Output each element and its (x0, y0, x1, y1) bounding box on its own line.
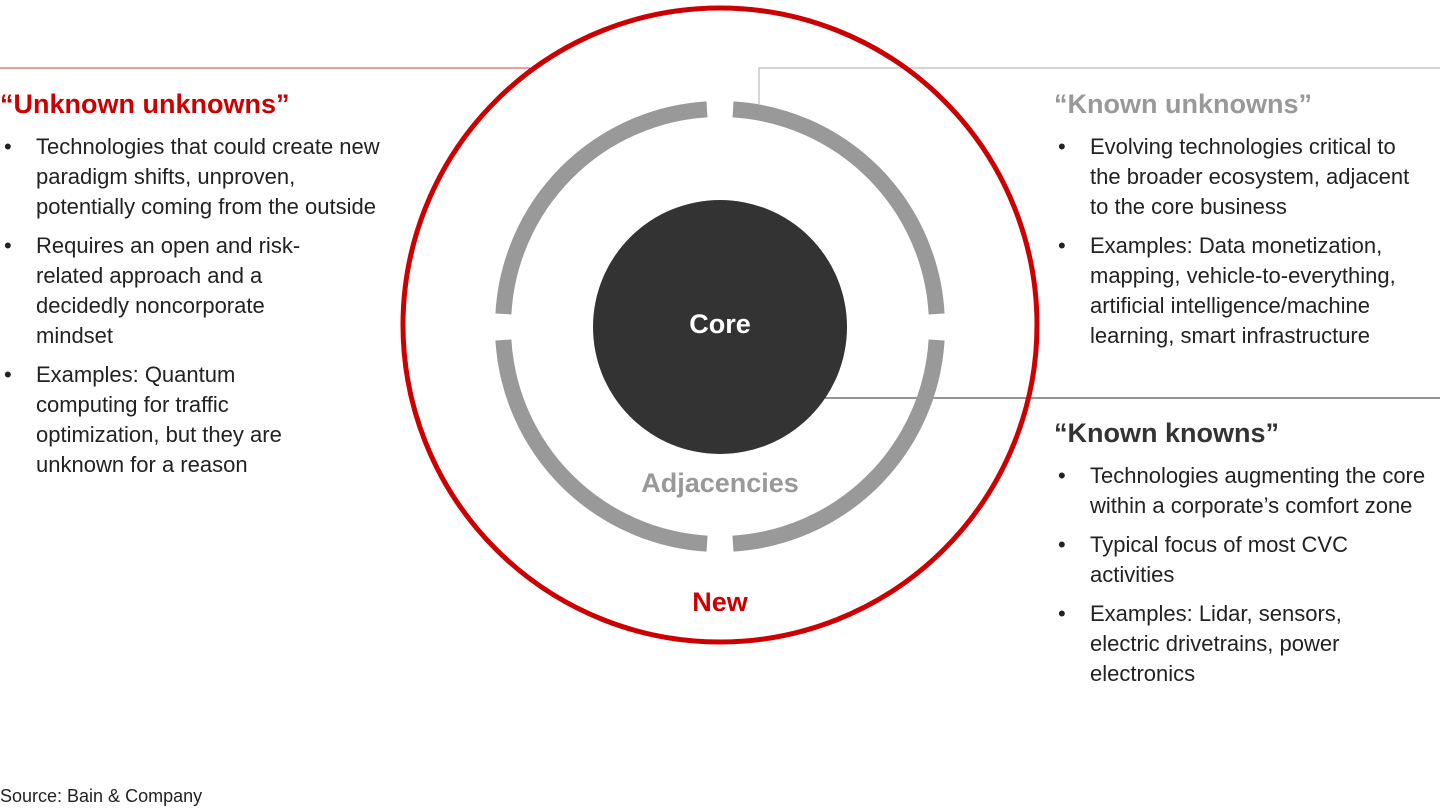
bullet: Evolving technologies critical to the br… (1054, 132, 1430, 222)
adjacencies-ring (495, 101, 945, 552)
source-note: Source: Bain & Company (0, 786, 203, 806)
core-circle (593, 200, 847, 454)
unknown-unknowns-title: “Unknown unknowns” (0, 89, 290, 119)
unknown-unknowns-block: “Unknown unknowns” Technologies that cou… (0, 88, 400, 489)
bullet: Typical focus of most CVC activities (1054, 530, 1350, 590)
new-label: New (692, 587, 748, 617)
known-unknowns-title: “Known unknowns” (1054, 89, 1312, 119)
bullet: Examples: Data monetization, mapping, ve… (1054, 231, 1440, 351)
new-ring (400, 5, 1040, 645)
ring-segment (495, 339, 708, 552)
connector-known-unknowns (758, 67, 1440, 104)
known-knowns-block: “Known knowns” Technologies augmenting t… (1054, 417, 1440, 698)
bullet: Technologies that could create new parad… (0, 132, 381, 222)
known-knowns-title: “Known knowns” (1054, 418, 1279, 448)
core-label: Core (689, 309, 751, 339)
ring-segment (732, 101, 945, 315)
bullet: Requires an open and risk-related approa… (0, 231, 336, 351)
bullet: Examples: Lidar, sensors, electric drive… (1054, 599, 1390, 689)
bullet: Technologies augmenting the core within … (1054, 461, 1430, 521)
adjacencies-label: Adjacencies (641, 468, 799, 498)
ring-segment (495, 101, 708, 315)
bullet: Examples: Quantum computing for traffic … (0, 360, 336, 480)
known-unknowns-block: “Known unknowns” Evolving technologies c… (1054, 88, 1440, 360)
ring-segment (732, 339, 945, 552)
